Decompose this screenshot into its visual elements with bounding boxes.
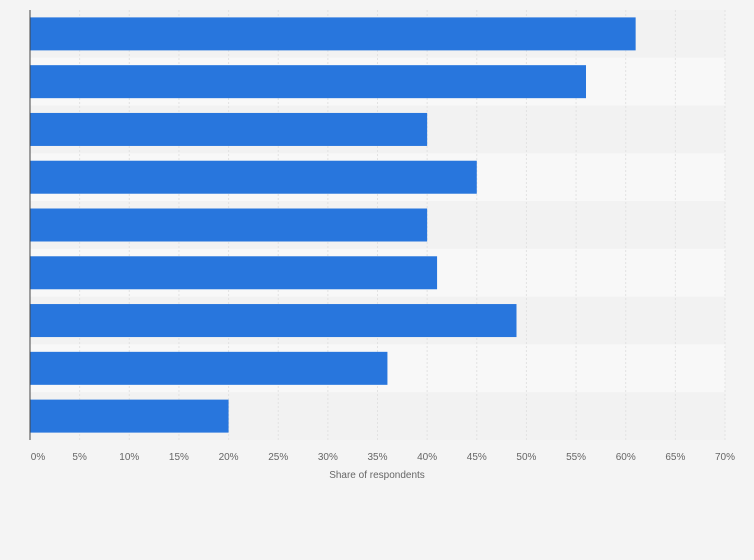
x-tick-label: 70% (715, 452, 735, 463)
bar[interactable] (30, 65, 586, 99)
bar[interactable] (30, 304, 517, 338)
x-tick-label: 25% (268, 452, 288, 463)
bar[interactable] (30, 17, 636, 51)
x-tick-label: 5% (72, 452, 87, 463)
x-tick-label: 50% (516, 452, 536, 463)
bar[interactable] (30, 256, 438, 290)
bar[interactable] (30, 351, 388, 385)
x-tick-label: 20% (219, 452, 239, 463)
x-tick-label: 40% (417, 452, 437, 463)
bar[interactable] (30, 399, 229, 433)
x-tick-label: 0% (31, 452, 46, 463)
x-tick-label: 35% (367, 452, 387, 463)
x-tick-label: 65% (665, 452, 685, 463)
x-tick-label: 15% (169, 452, 189, 463)
bar[interactable] (30, 208, 428, 242)
bar[interactable] (30, 160, 477, 194)
x-tick-label: 30% (318, 452, 338, 463)
x-axis-title: Share of respondents (329, 470, 425, 481)
bars (30, 17, 636, 433)
x-tick-label: 45% (467, 452, 487, 463)
x-tick-label: 55% (566, 452, 586, 463)
x-tick-labels: 0% 5% 10% 15% 20% 25% 30% 35% 40% 45% 50% 55% 60% 65%… (31, 452, 735, 463)
x-tick-label: 10% (119, 452, 139, 463)
x-tick-label: 60% (616, 452, 636, 463)
bar[interactable] (30, 112, 428, 146)
